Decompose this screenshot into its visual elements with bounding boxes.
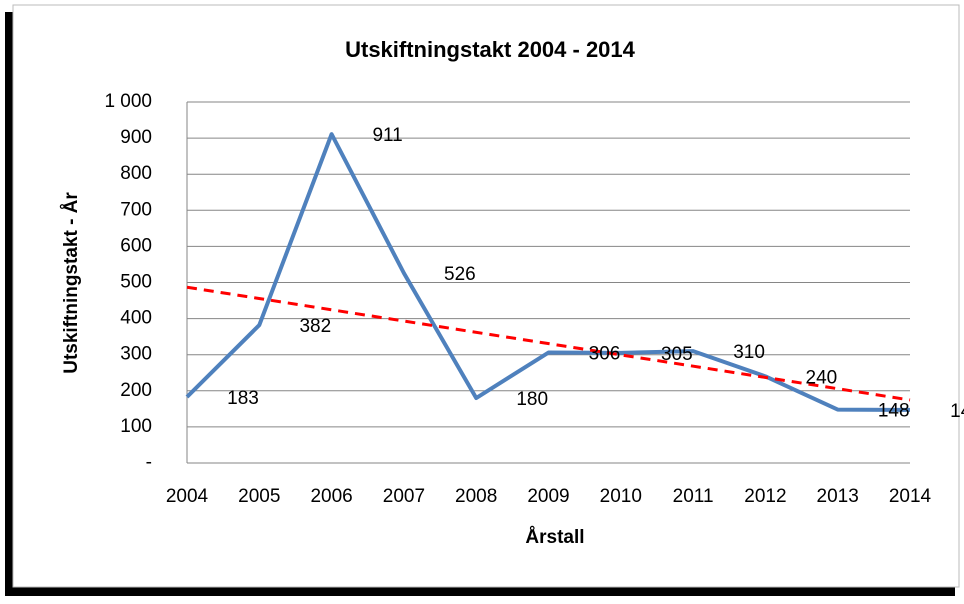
data-label: 310	[733, 342, 765, 363]
x-tick-label: 2013	[817, 486, 859, 507]
y-tick-label: 500	[120, 272, 152, 293]
x-tick-label: 2006	[310, 486, 352, 507]
y-tick-label: 800	[120, 163, 152, 184]
data-label: 382	[299, 316, 331, 337]
chart-title: Utskiftningstakt 2004 - 2014	[345, 37, 636, 62]
data-line	[185, 132, 911, 412]
data-label: 180	[516, 389, 548, 410]
data-label: 306	[589, 344, 621, 365]
data-label: 183	[227, 388, 259, 409]
data-label: 240	[806, 367, 838, 388]
x-tick-label: 2008	[455, 486, 497, 507]
y-tick-label: 700	[120, 199, 152, 220]
y-tick-label: -	[146, 452, 152, 473]
data-label: 148	[878, 401, 910, 422]
data-label: 526	[444, 264, 476, 285]
x-tick-label: 2010	[600, 486, 642, 507]
x-tick-label: 2011	[673, 486, 714, 507]
x-tick-label: 2007	[383, 486, 425, 507]
y-tick-label: 900	[120, 127, 152, 148]
y-tick-label: 400	[120, 308, 152, 329]
x-tick-label: 2005	[238, 486, 280, 507]
data-label: 911	[372, 125, 402, 146]
data-label: 147	[950, 401, 964, 422]
y-tick-label: 200	[120, 380, 152, 401]
x-tick-label: 2009	[527, 486, 569, 507]
x-tick-label: 2012	[744, 486, 786, 507]
y-tick-label: 100	[120, 416, 152, 437]
x-axis-label: Årstall	[525, 527, 584, 548]
y-tick-label: 1 000	[104, 91, 152, 112]
x-tick-label: 2014	[889, 486, 932, 507]
y-tick-label: 600	[120, 235, 152, 256]
data-label: 305	[661, 344, 693, 365]
x-tick-label: 2004	[166, 486, 209, 507]
y-tick-label: 300	[120, 344, 152, 365]
y-axis-label: Utskiftningstakt - År	[61, 192, 82, 374]
trendline	[186, 285, 911, 402]
